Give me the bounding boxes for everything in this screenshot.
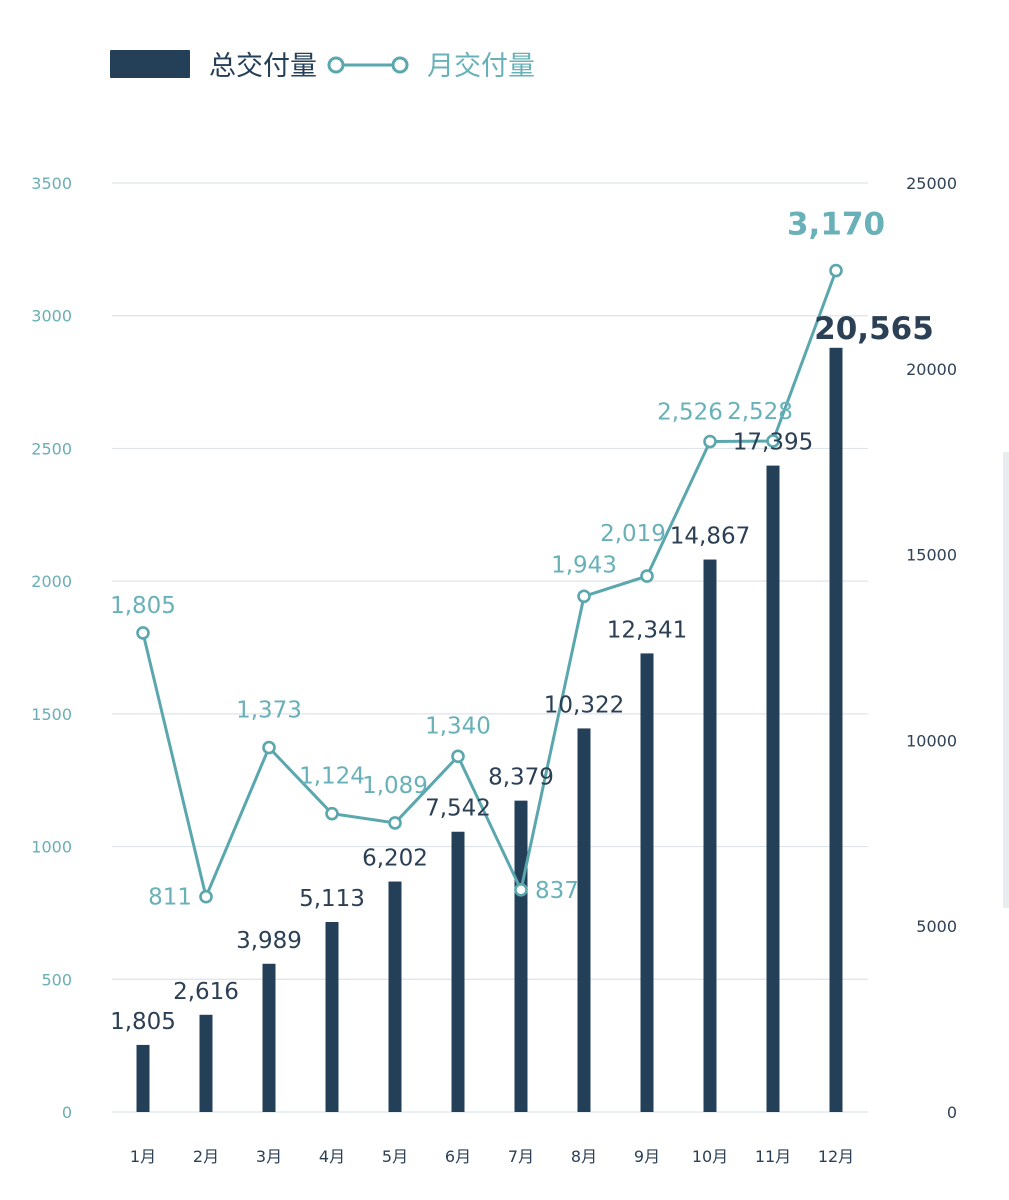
bar-label-8月: 10,322 xyxy=(544,692,624,718)
right-axis-tick-20000: 20000 xyxy=(906,360,957,379)
left-axis-tick-1000: 1000 xyxy=(31,838,72,857)
bar-label-2月: 2,616 xyxy=(173,979,239,1005)
left-axis-tick-0: 0 xyxy=(62,1103,72,1122)
bar-label-7月: 8,379 xyxy=(488,765,554,791)
bar-6月 xyxy=(451,831,465,1112)
x-axis: 1月 2月 3月 4月 5月 6月 7月 8月 9月 10月 11月 12月 xyxy=(130,1147,854,1166)
line-label-8月: 1,943 xyxy=(551,552,617,578)
line-point-7月 xyxy=(514,883,528,897)
left-axis-tick-3500: 3500 xyxy=(31,174,72,193)
bar-10月 xyxy=(703,559,717,1112)
left-axis-tick-1500: 1500 xyxy=(31,705,72,724)
x-axis-tick-5月: 5月 xyxy=(382,1147,408,1166)
line-label-2月: 811 xyxy=(148,885,192,911)
line-label-3月: 1,373 xyxy=(236,698,302,724)
grid-lines xyxy=(112,182,868,1113)
line-point-2月 xyxy=(199,889,213,904)
legend-monthly-delivery-label: 月交付量 xyxy=(427,51,535,82)
line-label-11月: 2,528 xyxy=(727,399,793,425)
line-label-1月: 1,805 xyxy=(110,593,176,619)
bar-5月 xyxy=(388,881,402,1112)
bar-label-9月: 12,341 xyxy=(607,617,687,643)
left-axis: 0 500 1000 1500 2000 2500 3000 3500 xyxy=(31,174,72,1122)
line-point-4月 xyxy=(325,806,339,821)
bar-data-labels: 1,805 2,616 3,989 5,113 6,202 7,542 8,379 10,32… xyxy=(110,311,934,1035)
bars-total-delivery xyxy=(136,347,843,1113)
x-axis-tick-7月: 7月 xyxy=(508,1147,534,1166)
x-axis-tick-6月: 6月 xyxy=(445,1147,471,1166)
x-axis-tick-1月: 1月 xyxy=(130,1147,156,1166)
bar-11月 xyxy=(766,465,780,1112)
x-axis-tick-12月: 12月 xyxy=(818,1147,854,1166)
right-axis-tick-10000: 10000 xyxy=(906,731,957,750)
line-point-12月 xyxy=(829,263,843,278)
right-axis: 0 5000 10000 15000 20000 25000 xyxy=(906,174,957,1122)
legend-total-delivery-label: 总交付量 xyxy=(209,51,317,82)
line-monthly-delivery xyxy=(136,263,843,904)
x-axis-tick-9月: 9月 xyxy=(634,1147,660,1166)
bar-7月 xyxy=(514,800,528,1112)
line-point-9月 xyxy=(640,569,654,583)
line-label-5月: 1,089 xyxy=(362,773,428,799)
left-axis-tick-2000: 2000 xyxy=(31,572,72,591)
right-axis-tick-5000: 5000 xyxy=(916,917,957,936)
line-point-8月 xyxy=(577,589,591,604)
bar-8月 xyxy=(577,728,591,1112)
line-point-6月 xyxy=(451,749,465,764)
legend-line-marker-left xyxy=(327,56,345,74)
bar-label-6月: 7,542 xyxy=(425,796,491,822)
bar-label-1月: 1,805 xyxy=(110,1009,176,1035)
line-label-10月: 2,526 xyxy=(657,400,723,426)
left-axis-tick-500: 500 xyxy=(41,970,72,989)
x-axis-tick-10月: 10月 xyxy=(692,1147,728,1166)
bar-label-4月: 5,113 xyxy=(299,886,365,912)
bar-label-10月: 14,867 xyxy=(670,524,750,550)
line-label-7月: 837 xyxy=(535,878,579,904)
x-axis-tick-3月: 3月 xyxy=(256,1147,282,1166)
bar-3月 xyxy=(262,963,276,1112)
bar-9月 xyxy=(640,653,654,1112)
line-path-monthly-delivery xyxy=(141,269,838,899)
right-axis-tick-25000: 25000 xyxy=(906,174,957,193)
x-axis-tick-4月: 4月 xyxy=(319,1147,345,1166)
bar-label-12月: 20,565 xyxy=(814,311,934,347)
left-axis-tick-3000: 3000 xyxy=(31,307,72,326)
left-axis-tick-2500: 2500 xyxy=(31,439,72,458)
line-point-5月 xyxy=(388,816,402,830)
bar-label-3月: 3,989 xyxy=(236,928,302,954)
bar-label-11月: 17,395 xyxy=(733,430,813,456)
line-point-11月 xyxy=(766,434,780,448)
line-label-12月: 3,170 xyxy=(787,207,885,243)
right-axis-tick-0: 0 xyxy=(947,1103,957,1122)
bar-12月 xyxy=(829,347,843,1113)
line-label-4月: 1,124 xyxy=(299,764,365,790)
line-label-6月: 1,340 xyxy=(425,713,491,739)
bar-1月 xyxy=(136,1044,150,1112)
x-axis-tick-11月: 11月 xyxy=(755,1147,791,1166)
x-axis-tick-8月: 8月 xyxy=(571,1147,597,1166)
right-axis-tick-15000: 15000 xyxy=(906,546,957,565)
legend: 总交付量 月交付量 xyxy=(110,50,535,82)
line-label-9月: 2,019 xyxy=(600,521,666,547)
line-point-3月 xyxy=(262,740,276,755)
bar-2月 xyxy=(199,1014,213,1112)
bar-label-5月: 6,202 xyxy=(362,846,428,872)
right-edge-mark xyxy=(1003,452,1009,908)
bar-4月 xyxy=(325,922,339,1112)
legend-bar-swatch xyxy=(110,50,190,78)
legend-line-marker-right xyxy=(391,56,409,74)
line-point-1月 xyxy=(136,626,150,640)
line-point-10月 xyxy=(703,434,717,449)
x-axis-tick-2月: 2月 xyxy=(193,1147,219,1166)
